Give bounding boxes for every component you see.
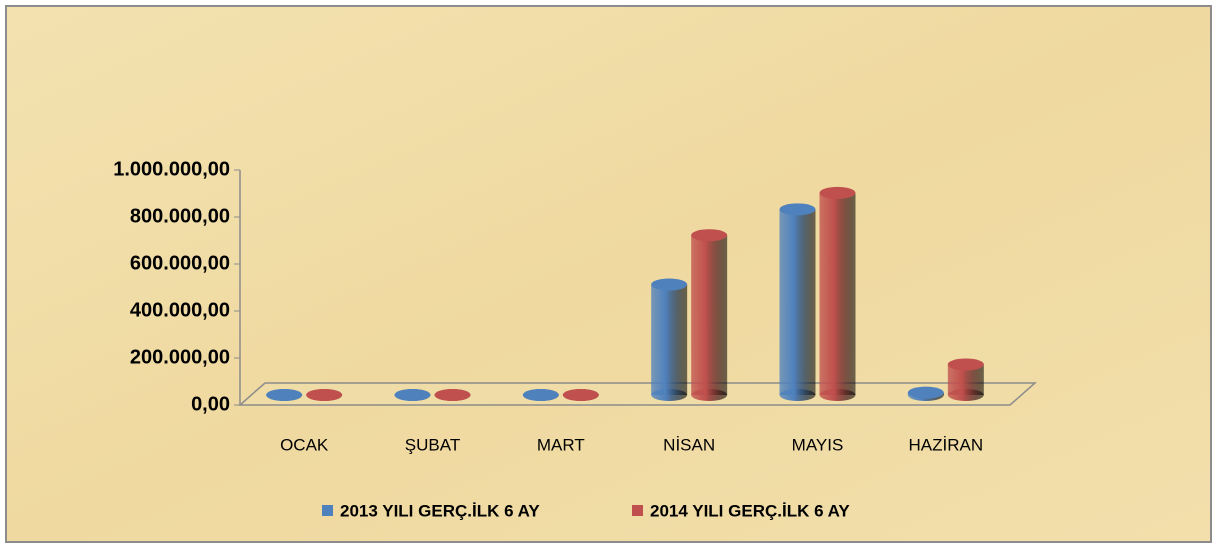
legend-swatch xyxy=(632,505,643,516)
bar-top xyxy=(434,389,471,401)
bar-top xyxy=(306,389,343,401)
y-tick-label: 800.000,00 xyxy=(130,205,230,227)
legend-label: 2013 YILI GERÇ.İLK 6 AY xyxy=(340,501,540,520)
bar-top xyxy=(562,389,599,401)
bar-top xyxy=(522,389,559,401)
bar xyxy=(819,192,856,395)
bar-top xyxy=(691,229,728,242)
y-tick-label: 600.000,00 xyxy=(130,252,230,274)
x-tick-label: NİSAN xyxy=(663,435,715,454)
bar-top xyxy=(394,389,431,401)
y-tick-label: 200.000,00 xyxy=(130,346,230,368)
bar-top xyxy=(907,386,944,399)
bar xyxy=(651,284,688,395)
x-tick-label: HAZİRAN xyxy=(909,435,984,454)
y-tick-label: 1.000.000,00 xyxy=(113,158,230,180)
x-tick-label: MART xyxy=(537,435,585,454)
bar-top xyxy=(819,186,856,199)
x-tick-label: OCAK xyxy=(280,435,329,454)
legend-label: 2014 YILI GERÇ.İLK 6 AY xyxy=(650,501,850,520)
bar xyxy=(691,235,728,395)
y-tick-label: 400.000,00 xyxy=(130,299,230,321)
y-tick-label: 0,00 xyxy=(191,393,230,415)
bar-top xyxy=(779,203,816,216)
bar-top xyxy=(266,389,303,401)
bar xyxy=(779,209,816,395)
bar-top xyxy=(651,278,688,291)
chart-background xyxy=(5,5,1212,543)
bar-top xyxy=(947,358,984,371)
legend-swatch xyxy=(322,505,333,516)
x-tick-label: ŞUBAT xyxy=(405,435,460,454)
x-tick-label: MAYIS xyxy=(792,435,844,454)
